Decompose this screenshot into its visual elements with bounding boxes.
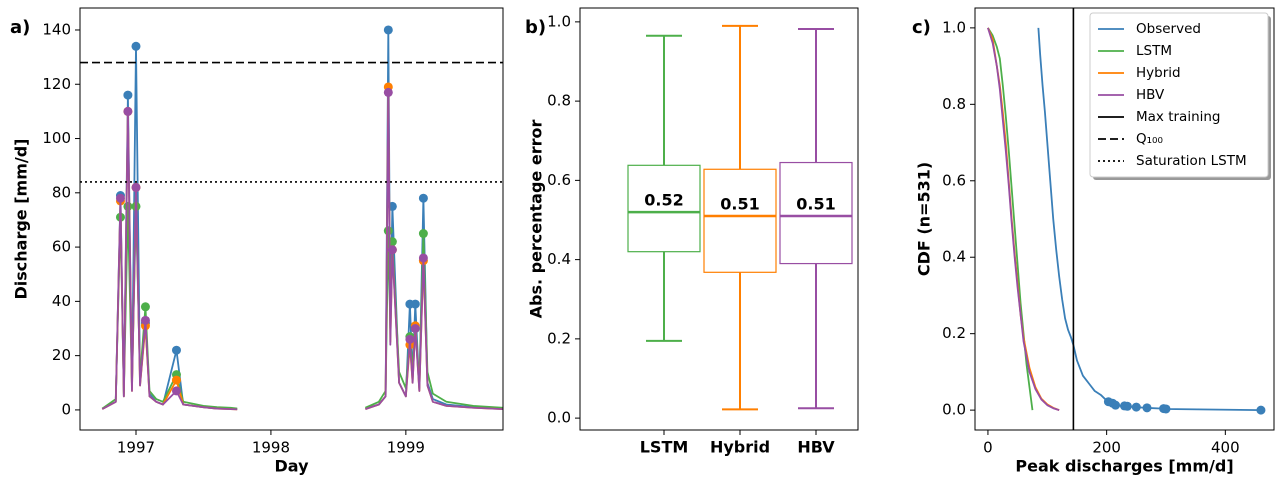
series-line xyxy=(101,205,503,410)
y-tick-label: 0.2 xyxy=(547,329,571,347)
peak-marker xyxy=(418,229,428,239)
peak-marker xyxy=(418,253,428,263)
peak-marker xyxy=(140,302,150,312)
y-tick-label: 100 xyxy=(42,129,71,147)
y-axis-label: Discharge [mm/d] xyxy=(12,139,31,300)
y-tick-label: 0.8 xyxy=(547,92,571,110)
peak-marker xyxy=(383,226,393,236)
peak-marker xyxy=(115,193,125,203)
y-tick-label: 0.6 xyxy=(547,171,571,189)
y-tick-label: 0.8 xyxy=(942,95,966,113)
y-tick-label: 1.0 xyxy=(547,12,571,30)
peak-marker xyxy=(1161,404,1171,414)
box xyxy=(703,168,777,273)
legend-label: Observed xyxy=(1136,21,1201,37)
median-label: 0.52 xyxy=(644,191,683,210)
y-tick-label: 0 xyxy=(61,400,71,418)
x-tick-label: Hybrid xyxy=(710,438,770,457)
peak-marker xyxy=(1256,405,1266,415)
x-tick-label: 1999 xyxy=(387,439,425,457)
peak-marker xyxy=(405,334,415,344)
peak-marker xyxy=(387,245,397,255)
legend-label: Hybrid xyxy=(1136,65,1181,81)
legend-label: Max training xyxy=(1136,109,1221,125)
y-tick-label: 80 xyxy=(52,183,71,201)
y-tick-label: 0.6 xyxy=(942,171,966,189)
x-tick-label: 400 xyxy=(1211,439,1240,457)
y-tick-label: 60 xyxy=(52,238,71,256)
x-tick-label: LSTM xyxy=(640,438,689,457)
y-axis-label: Abs. percentage error xyxy=(527,120,546,319)
plot-area xyxy=(627,24,853,411)
series-line xyxy=(101,29,503,411)
y-tick-label: 0.4 xyxy=(942,248,966,266)
axes-frame xyxy=(579,7,859,431)
median-label: 0.51 xyxy=(796,195,835,214)
peak-marker xyxy=(171,386,181,396)
panel-label: c) xyxy=(912,17,931,38)
legend-label: HBV xyxy=(1136,87,1165,103)
panel-label: b) xyxy=(525,17,546,38)
x-tick-label: 1998 xyxy=(252,439,290,457)
y-tick-label: 140 xyxy=(42,20,71,38)
x-tick-label: 1997 xyxy=(117,439,155,457)
legend xyxy=(1089,12,1269,178)
legend-label: Saturation LSTM xyxy=(1136,153,1247,169)
axes-frame xyxy=(974,7,1275,431)
x-axis-label: Peak discharges [mm/d] xyxy=(1015,457,1233,476)
panel-label: a) xyxy=(10,17,30,38)
series-line xyxy=(987,27,1060,411)
plot-area xyxy=(80,25,503,411)
peak-marker xyxy=(123,90,133,100)
x-tick-label: 0 xyxy=(983,439,993,457)
axes-frame xyxy=(79,7,504,431)
peak-marker xyxy=(131,182,141,192)
series-line xyxy=(101,91,503,411)
peak-marker xyxy=(1131,402,1141,412)
peak-marker xyxy=(171,345,181,355)
y-tick-label: 0.2 xyxy=(942,324,966,342)
peak-marker xyxy=(410,299,420,309)
median-label: 0.51 xyxy=(720,195,759,214)
legend-label: LSTM xyxy=(1136,43,1172,59)
legend-label: Q₁₀₀ xyxy=(1136,131,1163,147)
y-tick-label: 0.0 xyxy=(942,401,966,419)
y-tick-label: 40 xyxy=(52,292,71,310)
x-tick-label: 200 xyxy=(1092,439,1121,457)
peak-marker xyxy=(131,41,141,51)
plot-area xyxy=(987,8,1266,430)
y-tick-label: 20 xyxy=(52,346,71,364)
peak-marker xyxy=(383,25,393,35)
y-axis-label: CDF (n=531) xyxy=(915,162,934,276)
peak-marker xyxy=(1122,401,1132,411)
x-axis-label: Day xyxy=(274,457,309,476)
series-line xyxy=(101,86,503,411)
y-tick-label: 120 xyxy=(42,75,71,93)
peak-marker xyxy=(1142,403,1152,413)
y-tick-label: 1.0 xyxy=(942,18,966,36)
peak-marker xyxy=(418,193,428,203)
peak-marker xyxy=(140,315,150,325)
x-tick-label: HBV xyxy=(797,438,835,457)
peak-marker xyxy=(123,106,133,116)
peak-marker xyxy=(1111,400,1121,410)
peak-marker xyxy=(383,87,393,97)
y-tick-label: 0.0 xyxy=(547,409,571,427)
peak-marker xyxy=(123,201,133,211)
peak-marker xyxy=(410,324,420,334)
peak-marker xyxy=(171,375,181,385)
y-tick-label: 0.4 xyxy=(547,250,571,268)
